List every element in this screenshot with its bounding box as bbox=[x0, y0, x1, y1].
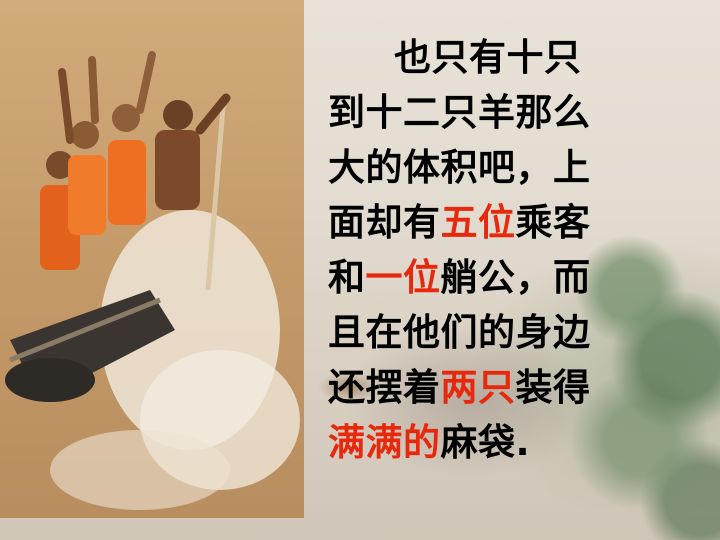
passage-line: 满满的麻袋. bbox=[328, 415, 720, 470]
passage-text-segment: 艄公，而 bbox=[440, 256, 591, 299]
passage-line: 还摆着两只装得 bbox=[328, 360, 720, 415]
passage-text-segment: 面却有 bbox=[328, 201, 441, 244]
highlighted-phrase: 五位 bbox=[440, 201, 516, 244]
passage-text-segment: 大的体积吧，上 bbox=[328, 146, 591, 189]
passage-text-segment: 到十二只羊那么 bbox=[328, 91, 591, 134]
passage-text-segment: 也只有十只 bbox=[394, 36, 582, 79]
passage-text-segment: 装得 bbox=[515, 366, 591, 409]
passage-text-segment: 麻袋. bbox=[440, 421, 531, 464]
highlighted-phrase: 两只 bbox=[440, 366, 516, 409]
background-boat bbox=[318, 372, 378, 402]
highlighted-phrase: 满满的 bbox=[328, 421, 441, 464]
passage-line: 面却有五位乘客 bbox=[328, 195, 720, 250]
raft-photo-image bbox=[0, 0, 304, 518]
passage-text: 也只有十只 到十二只羊那么 大的体积吧，上 面却有五位乘客 和一位艄公，而 且在他们的身边… bbox=[328, 30, 720, 470]
passage-line: 和一位艄公，而 bbox=[328, 250, 720, 305]
passage-text-segment: 且在他们的身边 bbox=[328, 311, 591, 354]
raft-photo bbox=[0, 0, 304, 518]
passage-text-segment: 还摆着 bbox=[328, 366, 441, 409]
highlighted-phrase: 一位 bbox=[365, 256, 441, 299]
passage-line: 也只有十只 bbox=[328, 30, 720, 85]
background-trees bbox=[570, 220, 720, 540]
passage-text-segment: 乘客 bbox=[515, 201, 591, 244]
passage-text-segment: 和 bbox=[328, 256, 366, 299]
passage-line: 大的体积吧，上 bbox=[328, 140, 720, 195]
passage-line: 且在他们的身边 bbox=[328, 305, 720, 360]
passage-line: 到十二只羊那么 bbox=[328, 85, 720, 140]
